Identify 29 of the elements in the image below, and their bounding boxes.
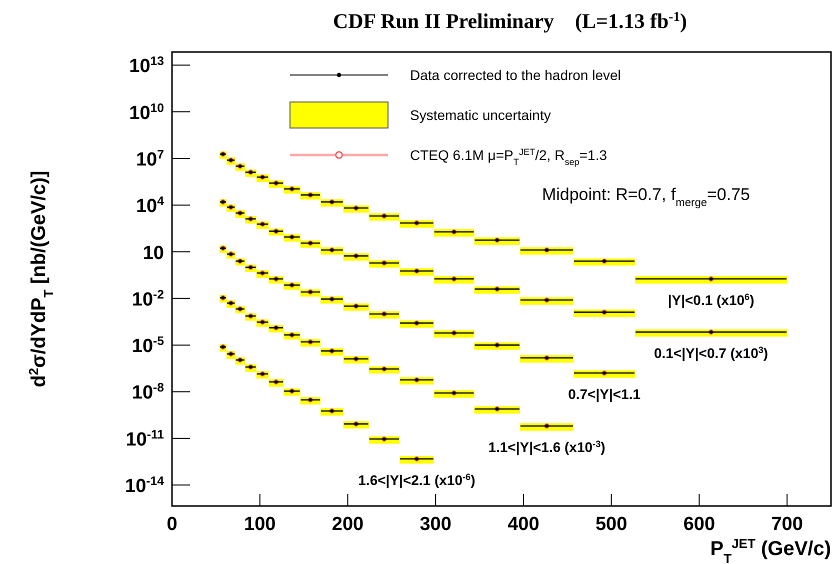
x-tick-label: 300 bbox=[420, 514, 452, 535]
y-tick-label: 10$^{-11}$ bbox=[126, 427, 164, 450]
x-tick-label: 400 bbox=[508, 514, 540, 535]
chart-title: CDF Run II Preliminary (L=1.13 fb$^{-1}$) bbox=[332, 8, 688, 33]
y-tick-label: 10$^{-2}$ bbox=[132, 287, 164, 310]
x-tick-label: 100 bbox=[244, 514, 276, 535]
y-tick-label: 10$^{7}$ bbox=[136, 147, 164, 170]
x-axis-title: P$_{T}$$^{JET}$ (GeV/c) bbox=[710, 536, 831, 564]
annotation: CTEQ 6.1M μ=P$_{T}$$^{JET}$/2, R$_{sep}$=1.3 bbox=[410, 147, 608, 167]
series-label: 1.1<|Y|<1.6 (x10$^{-3}$) bbox=[488, 438, 606, 456]
y-tick-label: 10$^{4}$ bbox=[136, 194, 164, 218]
series-label: 1.6<|Y|<2.1 (x10$^{-6}$) bbox=[358, 472, 476, 489]
series-label: 0.7<|Y|<1.1 bbox=[568, 386, 641, 404]
series-label: |Y|<0.1 (x10$^{6}$) bbox=[668, 292, 754, 309]
annotation: Systematic uncertainty bbox=[410, 107, 551, 123]
annotation: Data corrected to the hadron level bbox=[410, 67, 621, 83]
y-tick-label: 10$^{-8}$ bbox=[132, 380, 164, 404]
y-tick-label: 10$^{-5}$ bbox=[132, 334, 164, 358]
series-label: 0.1<|Y|<0.7 (x10$^{3}$) bbox=[654, 345, 768, 362]
x-tick-label: 600 bbox=[683, 514, 716, 535]
y-tick-label: 10$^{10}$ bbox=[129, 100, 164, 124]
y-tick-label: 10$^{13}$ bbox=[129, 54, 164, 78]
x-tick-label: 700 bbox=[771, 514, 803, 535]
x-tick-label: 200 bbox=[332, 514, 364, 535]
y-tick-label: 10 bbox=[142, 242, 164, 264]
x-tick-label: 500 bbox=[595, 514, 628, 535]
x-tick-label: 0 bbox=[166, 514, 178, 535]
y-tick-label: 10$^{-14}$ bbox=[125, 474, 164, 498]
annotation: Midpoint: R=0.7, f$_{merge}$=0.75 bbox=[542, 185, 750, 209]
